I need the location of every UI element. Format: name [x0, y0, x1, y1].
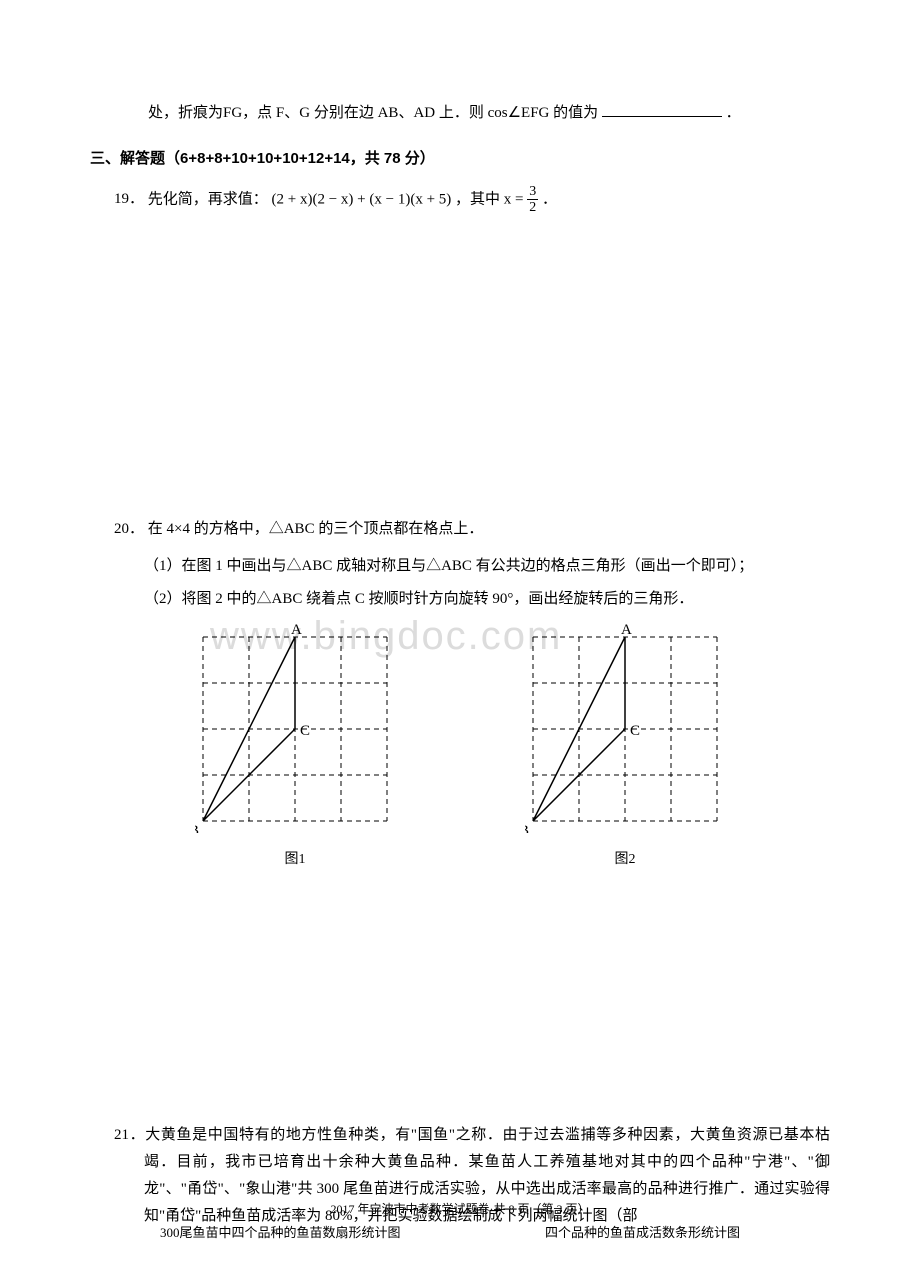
q20-grid2-svg: A B C [525, 623, 725, 833]
q19-frac-den: 2 [527, 200, 538, 215]
q18-trailing-line: 处，折痕为FG，点 F、G 分别在边 AB、AD 上．则 cos∠EFG 的值为… [148, 100, 830, 127]
svg-text:C: C [630, 723, 640, 739]
q19-text1: 先化简，再求值： [148, 191, 268, 207]
q20-grid1-svg: A B C [195, 623, 395, 833]
q18-text-post: ． [726, 105, 741, 121]
svg-text:B: B [195, 823, 199, 833]
q19-text3: ． [542, 191, 557, 207]
section-3-title: 三、解答题（6+8+8+10+10+10+12+14，共 78 分） [90, 145, 830, 172]
q20-number: 20． [114, 516, 144, 543]
q20-sub2: （2）将图 2 中的△ABC 绕着点 C 按顺时针方向旋转 90°，画出经旋转后… [144, 586, 830, 613]
q20: 20． 在 4×4 的方格中，△ABC 的三个顶点都在格点上． [114, 516, 830, 543]
q20-grid1-block: A B C 图1 [195, 623, 395, 872]
svg-text:C: C [300, 723, 310, 739]
q21-body: 21．大黄鱼是中国特有的地方性鱼种类，有"国鱼"之称．由于过去滥捕等多种因素，大… [114, 1122, 830, 1230]
svg-text:A: A [291, 623, 302, 638]
q20-grids-row: A B C 图1 A B C 图2 [90, 623, 830, 872]
q20-text: 在 4×4 的方格中，△ABC 的三个顶点都在格点上． [148, 521, 484, 537]
q18-text-pre: 处，折痕为FG，点 F、G 分别在边 AB、AD 上．则 cos∠EFG 的值为 [148, 105, 598, 121]
q19-expr: (2 + x)(2 − x) + (x − 1)(x + 5) [272, 191, 452, 207]
svg-text:A: A [621, 623, 632, 638]
q20-grid2-caption: 图2 [525, 847, 725, 872]
q19-fraction: 3 2 [527, 184, 538, 216]
q20-grid2-block: A B C 图2 [525, 623, 725, 872]
q18-blank [602, 116, 722, 117]
q19-text2: ，其中 x = [455, 191, 523, 207]
q19-number: 19． [114, 186, 144, 213]
svg-text:B: B [525, 823, 529, 833]
q19: 19． 先化简，再求值： (2 + x)(2 − x) + (x − 1)(x … [114, 184, 830, 216]
q20-sub1: （1）在图 1 中画出与△ABC 成轴对称且与△ABC 有公共边的格点三角形（画… [144, 553, 830, 580]
q19-frac-num: 3 [527, 184, 538, 200]
q20-grid1-caption: 图1 [195, 847, 395, 872]
